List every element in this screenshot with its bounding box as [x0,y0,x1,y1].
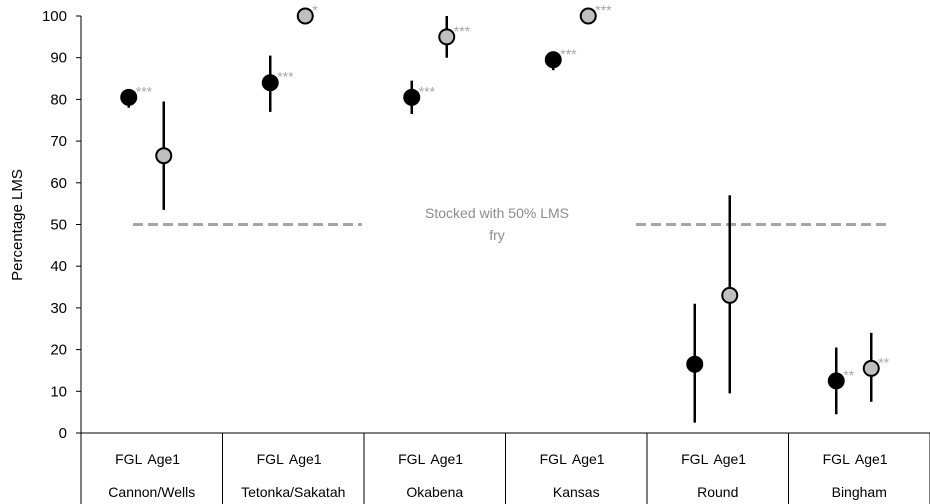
significance-label: *** [419,83,436,99]
y-tick-label: 20 [50,342,67,359]
x-subcategory-label: FGL [257,451,284,467]
x-subcategory-label: FGL [540,451,567,467]
x-subcategory-label: FGL [115,451,142,467]
data-points: *********************** [120,2,890,423]
x-category-label: Round [697,484,738,500]
y-tick-label: 90 [50,50,67,67]
x-category-label: Okabena [406,484,463,500]
x-category-label: Cannon/Wells [108,484,195,500]
y-tick-label: 70 [50,133,67,150]
x-subcategory-label: Age1 [713,451,746,467]
x-axis-table: FGL Age1 Cannon/Wells FGL Age1 Tetonka/Sakata… [80,432,930,504]
y-axis: 0 10 20 30 40 50 60 70 80 90 100 [42,8,82,442]
data-point [827,372,845,390]
y-tick-label: 40 [50,258,67,275]
significance-label: *** [136,83,153,99]
data-point [686,355,704,373]
data-point [296,7,314,25]
reference-line-label: Stocked with 50% LMS [425,205,569,221]
x-category-label: Kansas [553,484,600,500]
y-tick-label: 30 [50,300,67,317]
y-tick-label: 50 [50,217,67,234]
x-subcategory-label: Age1 [572,451,605,467]
data-point [120,88,138,106]
data-point [862,359,880,377]
x-subcategory-label: FGL [398,451,425,467]
significance-label: *** [560,46,577,62]
y-tick-label: 10 [50,383,67,400]
x-subcategory-label: Age1 [430,451,463,467]
significance-label: * [312,2,318,18]
data-point [155,147,173,165]
x-subcategory-label: FGL [681,451,708,467]
y-axis-label: Percentage LMS [9,169,26,281]
y-tick-label: 80 [50,91,67,108]
data-point [261,74,279,92]
data-point [438,28,456,46]
significance-label: ** [878,354,889,370]
x-category-label: Bingham [832,484,887,500]
x-subcategory-label: Age1 [855,451,888,467]
data-point [544,51,562,69]
significance-label: *** [454,23,471,39]
y-tick-label: 0 [59,425,67,442]
y-tick-label: 60 [50,175,67,192]
x-subcategory-label: FGL [823,451,850,467]
reference-line-label: fry [489,227,505,243]
x-subcategory-label: Age1 [289,451,322,467]
y-tick-label: 100 [42,8,67,25]
significance-label: ** [843,367,854,383]
data-point [403,88,421,106]
significance-label: *** [277,69,294,85]
data-point [721,286,739,304]
reference-line-group: Stocked with 50% LMS fry [133,205,886,243]
data-point [579,7,597,25]
x-category-label: Tetonka/Sakatah [241,484,345,500]
x-subcategory-label: Age1 [147,451,180,467]
significance-label: *** [595,2,612,18]
